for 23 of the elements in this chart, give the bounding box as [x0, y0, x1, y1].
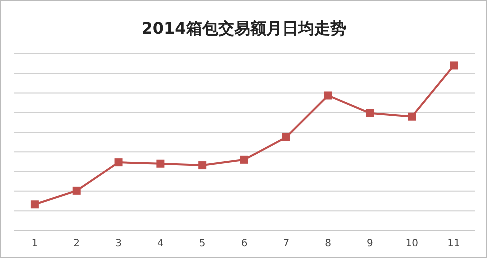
point [198, 162, 207, 170]
point [156, 160, 165, 168]
x-tick-label: 9 [367, 238, 374, 250]
x-tick-label: 3 [116, 238, 122, 250]
point [282, 133, 290, 142]
point [30, 200, 39, 209]
x-tick-label: 2 [74, 238, 80, 250]
chart-title: 2014箱包交易额月日均走势 [142, 19, 346, 38]
point [366, 109, 374, 118]
point [408, 112, 416, 121]
x-tick-label: 4 [157, 238, 164, 250]
x-tick-label: 11 [448, 238, 460, 250]
point [324, 92, 332, 100]
point [114, 158, 123, 167]
point [240, 156, 248, 164]
x-tick-label: 5 [199, 238, 206, 250]
x-tick-label: 6 [241, 238, 248, 250]
point [450, 62, 458, 70]
x-tick-label: 8 [325, 238, 332, 250]
x-tick-label: 1 [32, 238, 38, 250]
point [72, 186, 81, 195]
x-tick-label: 10 [406, 238, 419, 250]
x-tick-label: 7 [283, 238, 290, 250]
